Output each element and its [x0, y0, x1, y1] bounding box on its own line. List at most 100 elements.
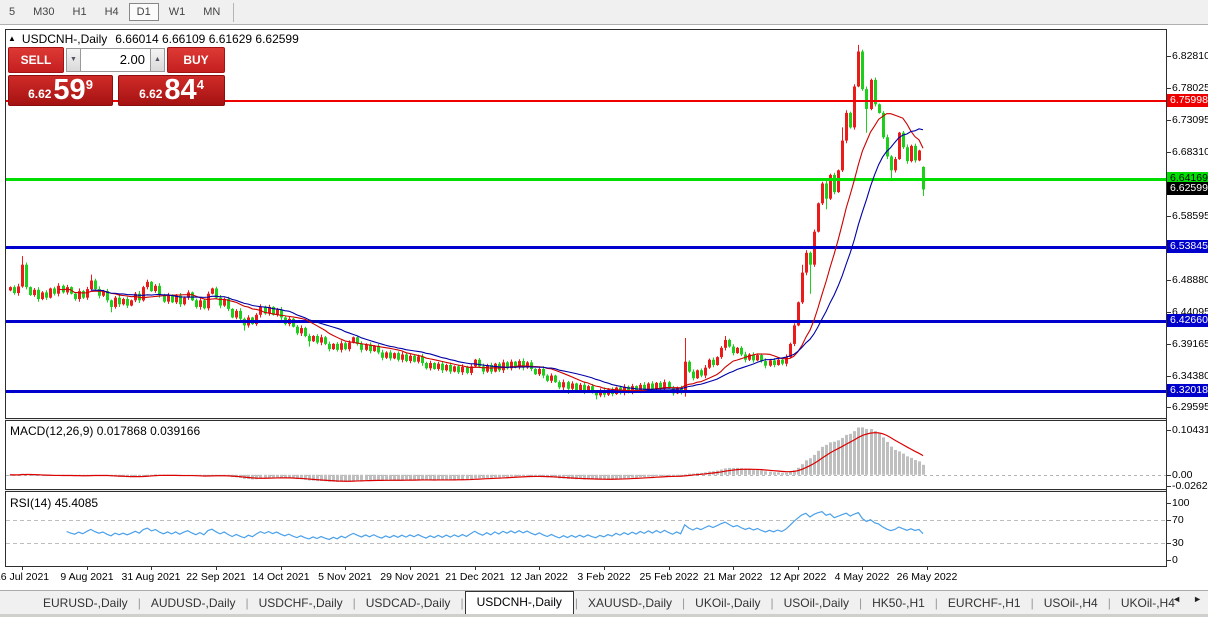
macd-panel-title: MACD(12,26,9) 0.017868 0.039166 — [10, 424, 200, 438]
date-tick-label: 16 Jul 2021 — [0, 571, 50, 583]
buy-price-prefix: 6.62 — [139, 87, 163, 101]
toolbar-separator — [233, 2, 235, 22]
date-tick-label: 29 Nov 2021 — [380, 571, 440, 583]
price-level-badge: 6.53845 — [1167, 240, 1208, 253]
sell-price-display[interactable]: 6.62 59 9 — [8, 75, 113, 106]
tab-separator: | — [858, 596, 863, 610]
price-tick-label: 6.78025 — [1172, 82, 1208, 94]
tab-ukoil-h4[interactable]: UKOil-,H4 — [1120, 596, 1175, 610]
sell-button[interactable]: SELL — [8, 47, 64, 73]
tab-usoil-daily[interactable]: USOil-,Daily — [783, 596, 849, 610]
date-tick-label: 5 Nov 2021 — [318, 571, 372, 583]
chart-title: USDCNH-,Daily — [21, 32, 108, 46]
volume-increase-button[interactable]: ▲ — [150, 48, 165, 72]
tab-eurchf-h1[interactable]: EURCHF-,H1 — [947, 596, 1021, 610]
date-tick-label: 4 May 2022 — [834, 571, 890, 583]
period-button-mn[interactable]: MN — [203, 6, 221, 18]
scroll-tabs-right-icon[interactable]: ► — [1193, 594, 1202, 604]
sell-price-prefix: 6.62 — [28, 87, 52, 101]
timeframe-toolbar: 5 M30 H1 H4 D1 W1 MN — [0, 0, 1208, 25]
tab-audusd-daily[interactable]: AUDUSD-,Daily — [150, 596, 236, 610]
tab-scroll-buttons: ◄ ► — [1172, 594, 1202, 604]
chart-header: ▲ USDCNH-,Daily 6.66014 6.66109 6.61629 … — [8, 32, 299, 46]
price-tick-label: 6.82810 — [1172, 50, 1208, 62]
date-tick-label: 25 Feb 2022 — [639, 571, 699, 583]
chevron-up-icon: ▲ — [154, 56, 161, 63]
rsi-axis-label: 0 — [1172, 554, 1178, 566]
tab-usdcnh-daily[interactable]: USDCNH-,Daily — [464, 591, 574, 614]
chart-tab-bar: EURUSD-,Daily | AUDUSD-,Daily | USDCHF-,Dail… — [0, 590, 1208, 614]
volume-decrease-button[interactable]: ▼ — [66, 48, 81, 72]
date-tick-label: 12 Apr 2022 — [769, 571, 827, 583]
rsi-panel-title: RSI(14) 45.4085 — [10, 496, 98, 510]
macd-values: 0.017868 0.039166 — [96, 424, 201, 438]
date-tick-label: 14 Oct 2021 — [252, 571, 310, 583]
one-click-trading-panel: SELL ▼ 2.00 ▲ BUY 6.62 59 9 6.62 84 4 — [8, 47, 225, 106]
date-tick-label: 12 Jan 2022 — [510, 571, 568, 583]
chevron-down-icon: ▼ — [70, 56, 77, 63]
tab-ukoil-daily[interactable]: UKOil-,Daily — [695, 596, 761, 610]
tab-separator: | — [352, 596, 356, 610]
rsi-axis-label: 30 — [1172, 537, 1184, 549]
price-level-badge: 6.42660 — [1167, 314, 1208, 327]
tab-separator: | — [934, 596, 938, 610]
macd-axis-label: -0.026249 — [1172, 480, 1208, 492]
macd-label: MACD(12,26,9) — [10, 424, 94, 438]
buy-price-big: 84 — [164, 74, 197, 106]
volume-input[interactable]: 2.00 — [81, 48, 150, 72]
tab-usdcad-daily[interactable]: USDCAD-,Daily — [365, 596, 451, 610]
collapse-panel-icon[interactable]: ▲ — [8, 34, 16, 43]
period-button-h4[interactable]: H4 — [104, 6, 119, 18]
tab-separator: | — [770, 596, 774, 610]
rsi-axis-label: 70 — [1172, 514, 1184, 526]
tab-separator: | — [1107, 596, 1111, 610]
tab-separator: | — [245, 596, 249, 610]
tab-eurusd-daily[interactable]: EURUSD-,Daily — [43, 596, 128, 610]
buy-price-display[interactable]: 6.62 84 4 — [118, 75, 225, 106]
date-tick-label: 22 Sep 2021 — [186, 571, 246, 583]
period-button-w1[interactable]: W1 — [168, 6, 186, 18]
tab-separator: | — [1030, 596, 1034, 610]
tab-usdchf-daily[interactable]: USDCHF-,Daily — [258, 596, 343, 610]
rsi-value: 45.4085 — [54, 496, 99, 510]
price-level-badge: 6.75998 — [1167, 94, 1208, 107]
tab-separator: | — [682, 596, 686, 610]
macd-axis-label: 0.00 — [1172, 469, 1193, 481]
trade-controls-row: SELL ▼ 2.00 ▲ BUY — [8, 47, 225, 73]
current-price-badge: 6.62599 — [1167, 182, 1208, 195]
ohlc-values: 6.66014 6.66109 6.61629 6.62599 — [115, 32, 299, 46]
tab-hk50-h1[interactable]: HK50-,H1 — [872, 596, 925, 610]
price-tick-label: 6.48880 — [1172, 274, 1208, 286]
tab-separator: | — [574, 596, 579, 610]
scroll-tabs-left-icon[interactable]: ◄ — [1172, 594, 1182, 604]
buy-price-sup: 4 — [196, 77, 204, 92]
period-button-h1[interactable]: H1 — [72, 6, 87, 18]
price-level-badge: 6.64169 — [1167, 172, 1208, 185]
tab-separator: | — [460, 596, 464, 610]
rsi-axis-label: 100 — [1172, 497, 1190, 509]
period-button-5[interactable]: 5 — [9, 6, 16, 18]
period-button-m30[interactable]: M30 — [33, 6, 55, 18]
buy-button[interactable]: BUY — [167, 47, 225, 73]
price-level-badge: 6.32018 — [1167, 384, 1208, 397]
date-tick-label: 3 Feb 2022 — [577, 571, 631, 583]
period-button-d1[interactable]: D1 — [128, 3, 159, 21]
window-bottom-edge — [0, 614, 1208, 617]
price-tick-label: 6.73095 — [1172, 114, 1208, 126]
price-tick-label: 6.58595 — [1172, 210, 1208, 222]
sell-price-sup: 9 — [85, 77, 93, 92]
price-tick-label: 6.39165 — [1172, 338, 1208, 350]
rsi-label: RSI(14) — [10, 496, 52, 510]
date-tick-label: 21 Mar 2022 — [703, 571, 763, 583]
price-tick-label: 6.29595 — [1172, 401, 1208, 413]
tab-separator: | — [137, 596, 141, 610]
date-tick-label: 21 Dec 2021 — [445, 571, 505, 583]
date-tick-label: 9 Aug 2021 — [60, 571, 114, 583]
macd-axis-label: 0.104313 — [1172, 424, 1208, 436]
date-tick-label: 31 Aug 2021 — [121, 571, 181, 583]
date-tick-label: 26 May 2022 — [896, 571, 958, 583]
tab-xauusd-daily[interactable]: XAUUSD-,Daily — [588, 596, 673, 610]
tab-usoil-h4[interactable]: USOil-,H4 — [1043, 596, 1098, 610]
sell-price-big: 59 — [53, 74, 86, 106]
